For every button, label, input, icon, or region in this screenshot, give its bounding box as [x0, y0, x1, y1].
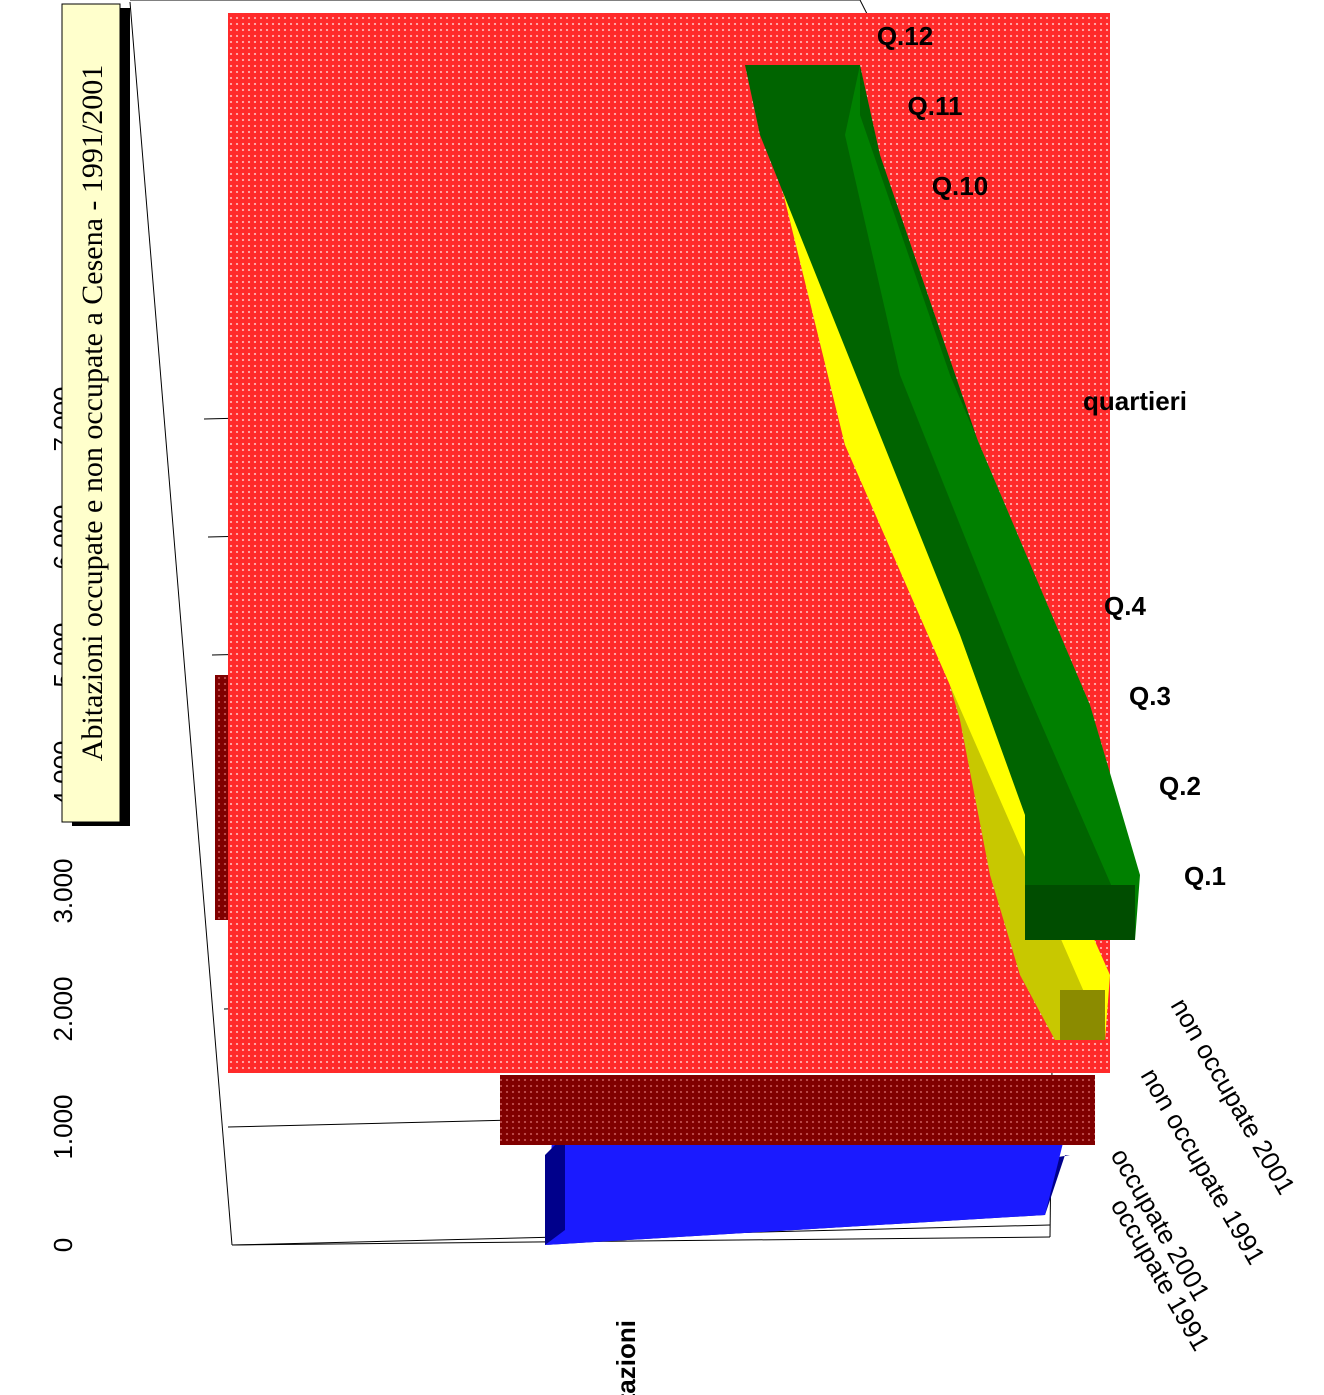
- y-tick-label: 2.000: [48, 976, 78, 1041]
- occupate-2001-top: [215, 675, 230, 920]
- category-label: Q.4: [1104, 591, 1146, 621]
- y-axis-label: abitazioni: [611, 1320, 641, 1395]
- non-occupate-2001-end: [1025, 885, 1135, 940]
- occupate-1991-side: [545, 1135, 565, 1245]
- category-label: Q.12: [877, 21, 933, 51]
- series-occupate-2001: [215, 675, 1095, 1145]
- y-tick-label: 3.000: [48, 858, 78, 923]
- category-label: Q.1: [1184, 861, 1226, 891]
- non-occupate-1991-end: [1060, 990, 1105, 1040]
- category-label: Q.3: [1129, 681, 1171, 711]
- category-label: Q.10: [932, 171, 988, 201]
- x-axis-label: quartieri: [1083, 386, 1187, 416]
- category-label: Q.11: [908, 91, 963, 121]
- grid-line: [231, 1236, 1051, 1246]
- y-tick-label: 0: [48, 1238, 78, 1252]
- non-occupate-2001-band: [745, 65, 1135, 940]
- grid-line: [129, 1, 233, 1246]
- y-tick-label: 1.000: [48, 1094, 78, 1159]
- title-background: [61, 3, 121, 823]
- series-label: non occupate 2001: [1165, 993, 1302, 1200]
- series-non-occupate-2001: [745, 65, 1140, 940]
- chart-title: Abitazioni occupate e non occupate a Ces…: [76, 65, 109, 761]
- occupate-2001-face: [500, 1075, 1095, 1145]
- title-box: Abitazioni occupate e non occupate a Ces…: [61, 3, 130, 826]
- category-labels: Q.1 Q.2 Q.3 Q.4 Q.10 Q.11 Q.12: [877, 21, 1226, 891]
- non-occupate-2001-ridge: [845, 65, 1140, 940]
- category-label: Q.2: [1159, 771, 1201, 801]
